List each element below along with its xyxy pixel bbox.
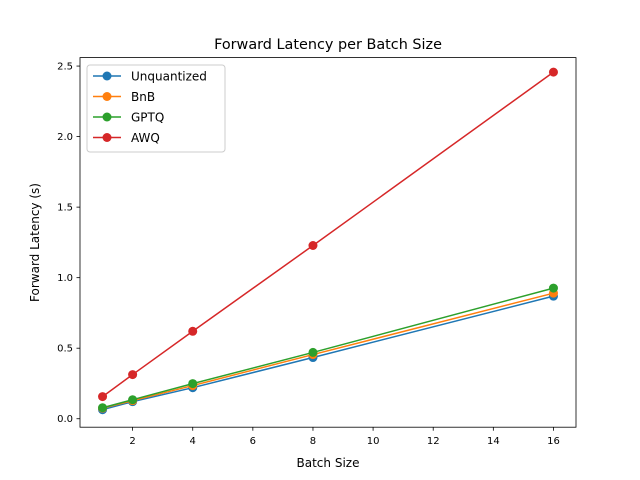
data-point <box>128 395 138 405</box>
legend-item: Unquantized <box>93 70 207 84</box>
legend-marker <box>102 112 112 122</box>
x-tick-label: 10 <box>367 436 380 447</box>
legend-box <box>86 64 226 153</box>
data-point <box>128 370 138 380</box>
legend-label: BnB <box>131 90 155 104</box>
data-point <box>308 347 318 357</box>
axes-frame <box>79 57 577 428</box>
series-line <box>102 292 554 409</box>
chart-title: Forward Latency per Batch Size <box>214 37 442 53</box>
data-point <box>188 379 198 389</box>
data-point <box>308 241 318 251</box>
y-tick-label: 0.0 <box>57 414 73 425</box>
y-axis-label: Forward Latency (s) <box>28 183 42 302</box>
legend-item: BnB <box>93 90 155 104</box>
y-tick-label: 1.0 <box>57 273 73 284</box>
legend-label: GPTQ <box>131 111 164 125</box>
legend-item: AWQ <box>93 131 160 145</box>
x-tick-label: 16 <box>547 436 560 447</box>
legend-item: GPTQ <box>93 111 164 125</box>
data-point <box>98 392 108 402</box>
series-gptq <box>98 283 558 413</box>
data-point <box>188 326 198 336</box>
y-tick-label: 2.5 <box>57 62 73 73</box>
x-tick-label: 6 <box>250 436 256 447</box>
data-point <box>548 67 558 77</box>
data-point <box>548 283 558 293</box>
series-awq <box>98 67 558 402</box>
x-tick-label: 14 <box>487 436 500 447</box>
plot-area: 2 4 6 8 10 12 14 16 0.0 0.5 1.0 1.5 2.0 2.5 <box>57 57 577 447</box>
y-tick-label: 2.0 <box>57 132 73 143</box>
series-line <box>102 295 554 411</box>
legend-label: Unquantized <box>131 70 207 84</box>
legend-marker <box>102 92 112 101</box>
x-tick-label: 12 <box>427 436 440 447</box>
legend: Unquantized BnB GPTQ AWQ <box>86 64 226 153</box>
x-tick-label: 4 <box>190 436 196 447</box>
legend-label: AWQ <box>131 131 160 145</box>
x-tick-label: 8 <box>310 436 316 447</box>
y-tick-label: 0.5 <box>57 344 73 355</box>
data-point <box>98 403 108 413</box>
legend-marker <box>102 133 112 142</box>
x-axis-label: Batch Size <box>297 456 360 470</box>
legend-marker <box>102 71 112 81</box>
x-tick-label: 2 <box>129 436 135 447</box>
y-tick-label: 1.5 <box>57 203 73 214</box>
